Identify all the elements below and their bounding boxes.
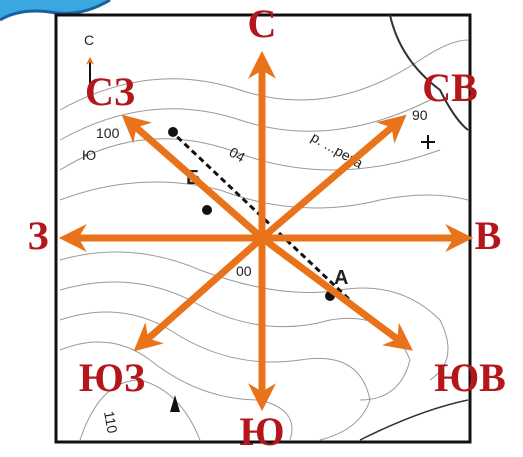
- direction-label: З: [27, 213, 48, 258]
- map-label: С: [84, 32, 94, 48]
- direction-label: СЗ: [85, 69, 135, 114]
- map-label: 00: [236, 263, 252, 279]
- map-figure: СЮ10090АБ1100004р. ...река ССВВЮВЮЮЗЗСЗ: [0, 0, 523, 457]
- direction-label: СВ: [422, 65, 478, 110]
- direction-label: Ю: [239, 409, 284, 454]
- map-label: 100: [96, 125, 120, 141]
- direction-label: С: [248, 1, 277, 46]
- direction-label: ЮЗ: [79, 355, 145, 400]
- map-label: Ю: [82, 147, 96, 163]
- map-label: А: [334, 267, 348, 289]
- direction-label: В: [475, 213, 502, 258]
- direction-label: ЮВ: [434, 355, 506, 400]
